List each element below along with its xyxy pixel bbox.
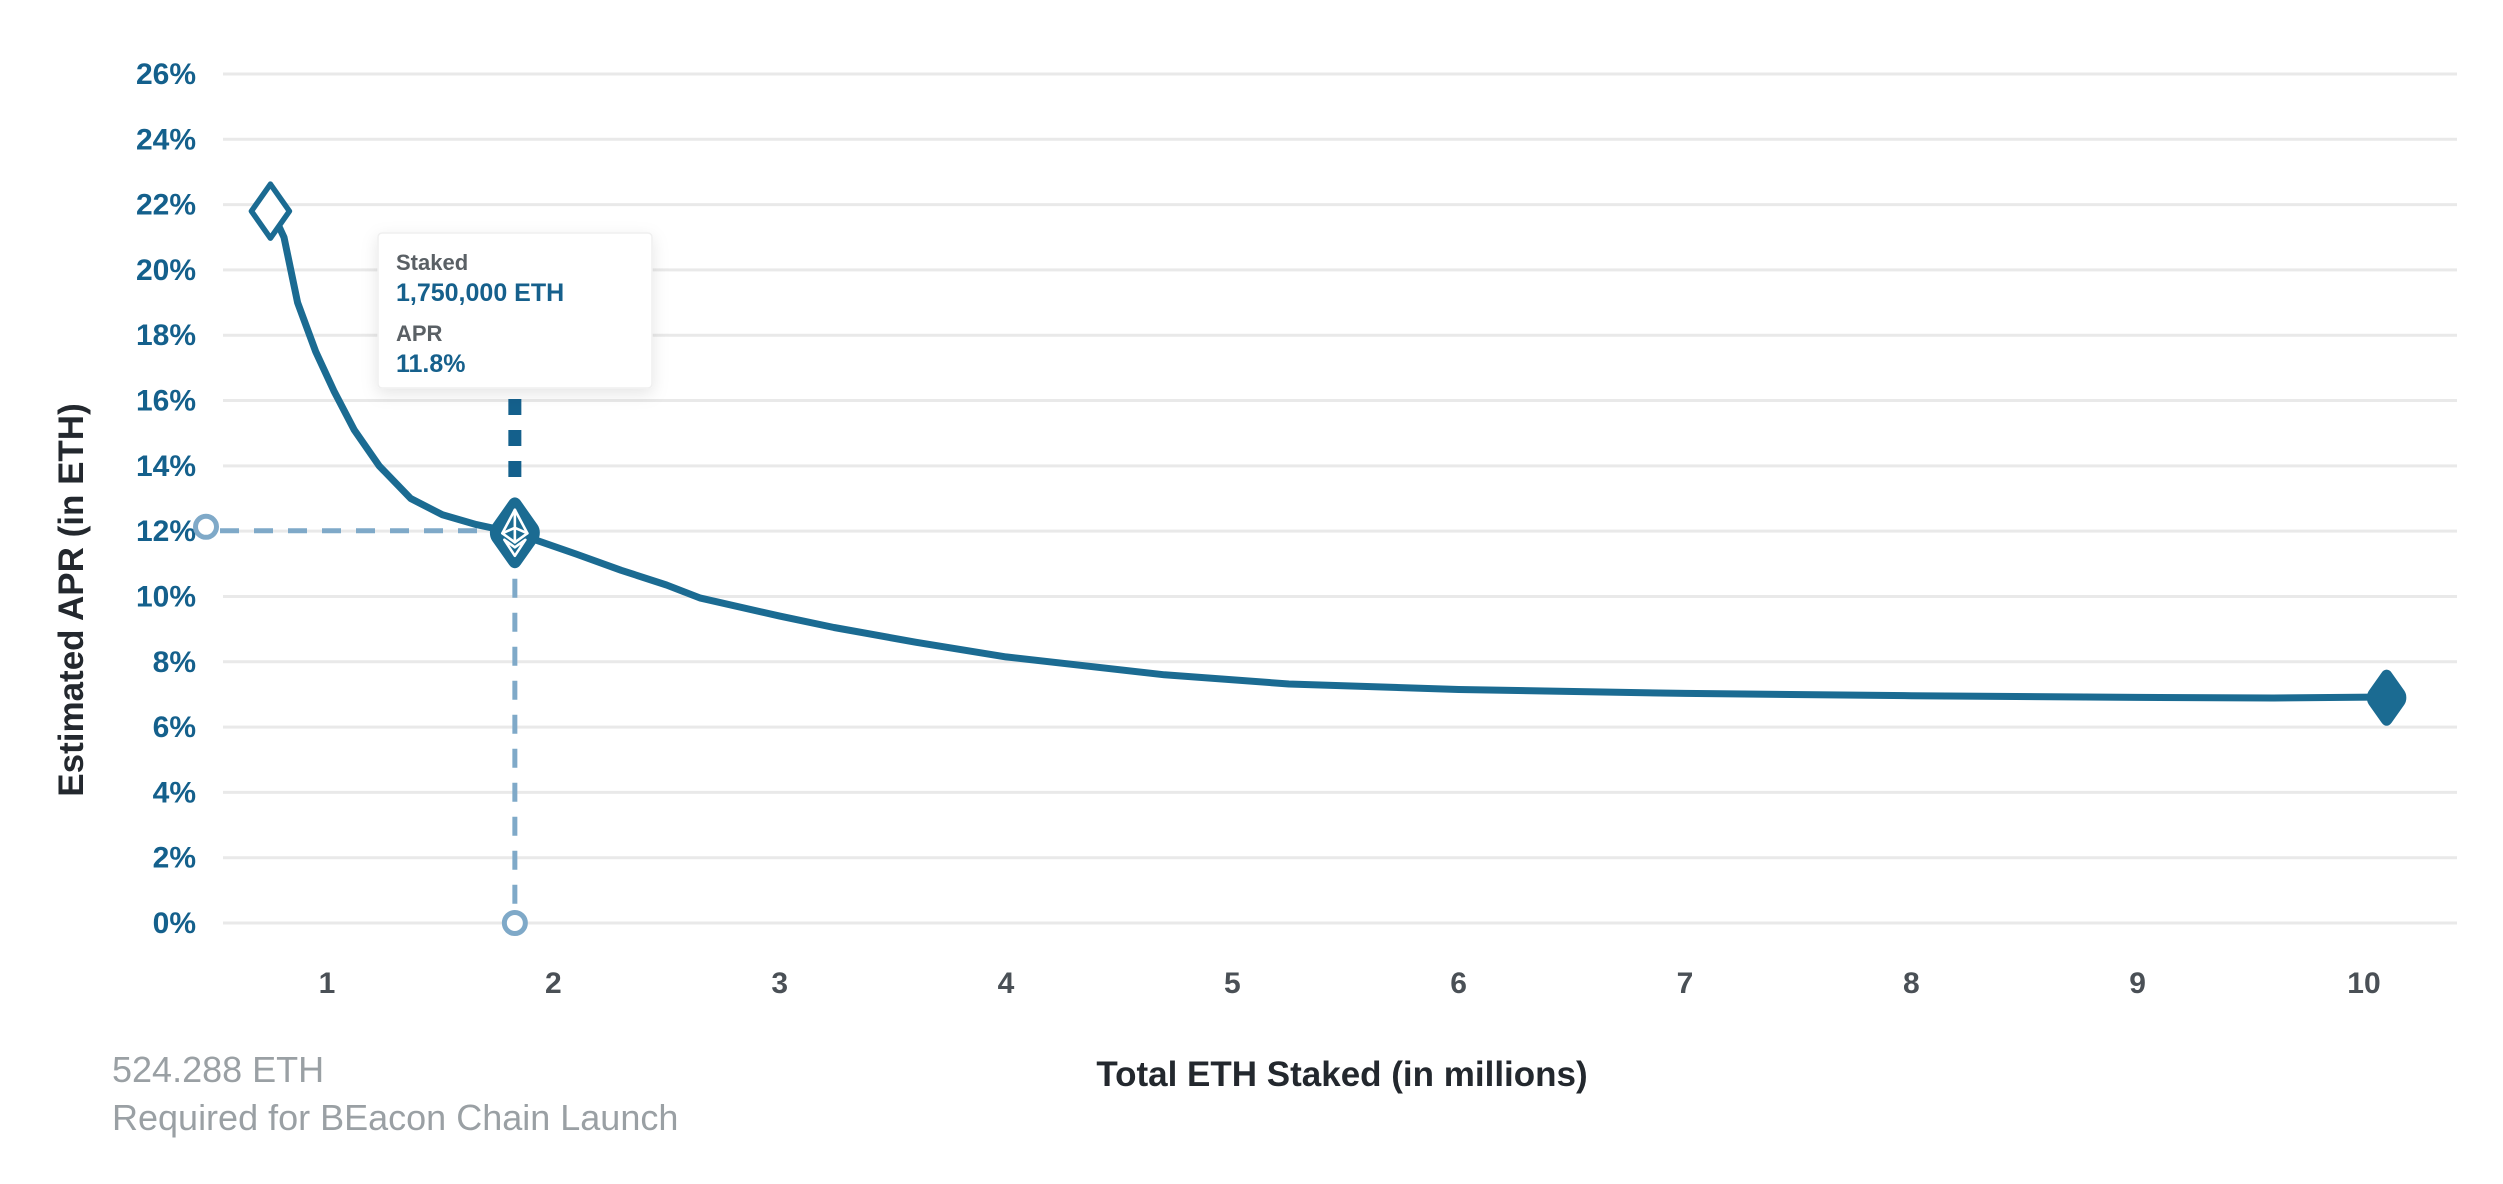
x-tick-label: 2: [545, 967, 562, 1000]
y-tick-label: 26%: [136, 58, 196, 91]
curve-start-marker: [248, 181, 293, 241]
y-tick-label: 22%: [136, 189, 196, 222]
apr-curve: [271, 214, 2391, 702]
x-tick-label: 7: [1677, 967, 1694, 1000]
x-axis-title: Total ETH Staked (in millions): [1096, 1055, 1587, 1094]
x-tick-label: 10: [2347, 967, 2380, 1000]
y-tick-label: 20%: [136, 254, 196, 287]
y-tick-label: 10%: [136, 580, 196, 613]
tooltip: Staked 1,750,000 ETH APR 11.8%: [377, 232, 653, 389]
x-tick-label: 5: [1224, 967, 1241, 1000]
x-tick-label: 3: [771, 967, 788, 1000]
y-axis-title: Estimated APR (in ETH): [52, 403, 91, 796]
y-tick-label: 4%: [153, 776, 196, 809]
guide-circle-y-axis: [193, 513, 219, 540]
y-tick-label: 0%: [153, 907, 196, 940]
tooltip-apr-label: APR: [396, 321, 443, 346]
x-tick-label: 9: [2129, 967, 2146, 1000]
y-tick-label: 18%: [136, 319, 196, 352]
y-tick-label: 8%: [153, 646, 196, 679]
footnote-line-1: 524.288 ETH: [112, 1049, 324, 1090]
y-tick-label: 6%: [153, 711, 196, 744]
end-diamond: [2366, 669, 2407, 726]
x-tick-label: 4: [998, 967, 1015, 1000]
guide-circle-x-axis: [501, 910, 528, 936]
tooltip-box: [377, 232, 653, 389]
x-tick-label: 6: [1450, 967, 1467, 1000]
gridlines: [223, 72, 2457, 925]
y-tick-label: 12%: [136, 515, 196, 548]
curve-end-marker: [2366, 669, 2407, 726]
tooltip-staked-value: 1,750,000 ETH: [396, 279, 564, 307]
x-axis-tick-labels: 1 2 3 4 5 6 7 8 9 10: [319, 967, 2381, 1000]
x-tick-label: 1: [319, 967, 336, 1000]
x-tick-label: 8: [1903, 967, 1920, 1000]
footnote-line-2: Required for BEacon Chain Launch: [112, 1097, 678, 1138]
y-tick-label: 2%: [153, 842, 196, 875]
ethereum-icon: [501, 526, 529, 535]
y-tick-label: 16%: [136, 385, 196, 418]
y-tick-label: 24%: [136, 123, 196, 156]
eth-logo-marker[interactable]: [487, 493, 544, 573]
highlight-guide-lines: [193, 399, 528, 936]
y-axis-tick-labels: 0% 2% 4% 6% 8% 10% 12% 14% 16% 18% 20% 22% 24% 26%: [136, 58, 196, 940]
tooltip-staked-label: Staked: [396, 250, 468, 275]
curve-markers: [248, 181, 2407, 726]
tooltip-apr-value: 11.8%: [396, 350, 466, 378]
y-tick-label: 14%: [136, 450, 196, 483]
ethereum-icon: [503, 538, 527, 558]
